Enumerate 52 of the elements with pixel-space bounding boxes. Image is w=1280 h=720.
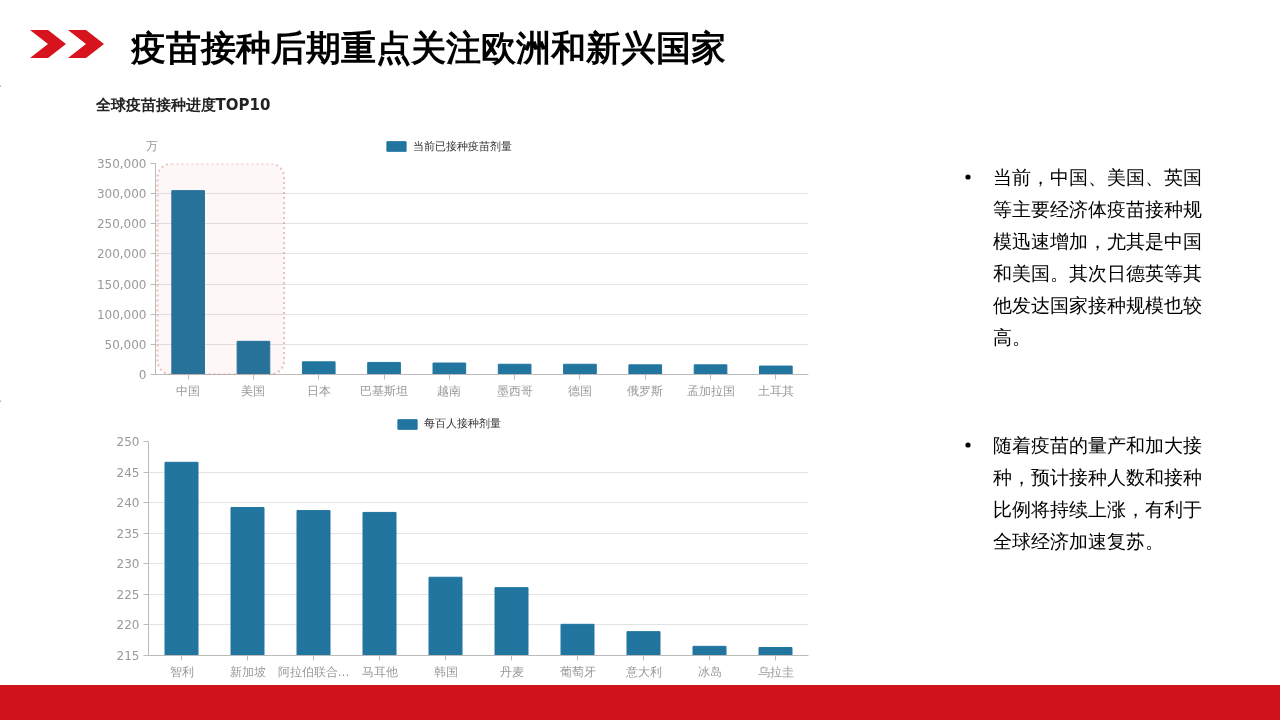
x-tick-label: 美国: [241, 383, 266, 398]
bar: [497, 363, 532, 375]
legend-label: 每百人接种剂量: [424, 416, 502, 431]
y-tick-label: 250: [116, 435, 140, 449]
x-tick-label: 智利: [169, 664, 194, 679]
text: 当前，中国、美国、英国等主要经济体疫苗接种规模迅速增加，尤其是中国和美国。其次日德英等其他发达国家接种规模也较高。: [993, 165, 1203, 350]
x-tick-label: 日本: [306, 383, 331, 398]
x-tick-label: 乌拉圭: [757, 664, 794, 679]
x-tick-label: 孟加拉国: [686, 383, 735, 398]
bar: [693, 364, 728, 375]
y-tick-label: 200,000: [96, 247, 147, 262]
y-tick-label: 220: [116, 618, 140, 633]
bar: [628, 364, 663, 375]
y-tick-label: 245: [116, 465, 140, 480]
y-tick-label: 230: [116, 557, 140, 572]
y-tick-label: 50,000: [104, 337, 147, 352]
bar: [759, 365, 793, 375]
chart-subtitle: 全球疫苗接种进度TOP10: [94, 95, 271, 114]
bar: [301, 361, 336, 375]
y-tick-label: 215: [116, 649, 140, 663]
x-tick-label: 中国: [176, 383, 201, 398]
x-tick-label: 丹麦: [499, 664, 524, 679]
y-tick-label: 0: [138, 368, 147, 382]
x-tick-label: 韩国: [433, 664, 458, 679]
y-tick-label: 300,000: [96, 187, 147, 202]
x-tick-label: 葡萄牙: [559, 664, 596, 679]
y-tick-label: 225: [116, 587, 140, 602]
bar: [432, 362, 467, 375]
y-tick-label: 250,000: [96, 217, 147, 232]
y-tick-label: 150,000: [96, 277, 147, 292]
y-axis-title: 万: [145, 138, 158, 153]
x-tick-label: 阿拉伯联合...: [277, 664, 350, 679]
y-tick-label: 240: [116, 496, 140, 511]
y-tick-label: 350,000: [96, 157, 147, 171]
x-tick-label: 马耳他: [361, 664, 398, 679]
x-tick-label: 新加坡: [229, 664, 266, 679]
x-tick-label: 俄罗斯: [627, 383, 664, 398]
x-tick-label: 墨西哥: [496, 383, 533, 398]
bar: [236, 340, 271, 375]
text: 随着疫苗的量产和加大接种，预计接种人数和接种比例将持续上涨，有利于全球经济加速复苏。: [993, 433, 1203, 554]
x-tick-label: 巴基斯坦: [360, 383, 409, 398]
legend-label: 当前已接种疫苗剂量: [412, 138, 512, 154]
x-tick-label: 冰岛: [697, 664, 722, 679]
x-tick-label: 德国: [567, 383, 592, 398]
x-tick-label: 意大利: [624, 664, 662, 679]
bar: [171, 190, 205, 375]
y-tick-label: 235: [116, 526, 140, 541]
x-tick-label: 土耳其: [757, 383, 794, 398]
x-tick-label: 越南: [437, 383, 462, 398]
bar: [367, 361, 401, 375]
bar: [563, 363, 597, 375]
y-tick-label: 100,000: [96, 307, 147, 322]
